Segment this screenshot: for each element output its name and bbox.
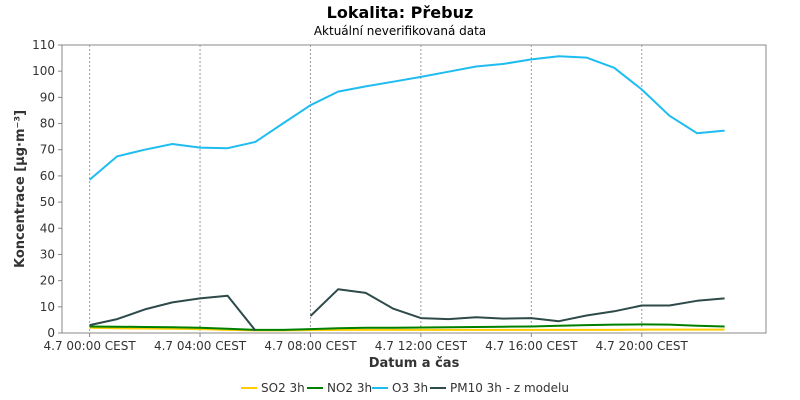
y-tick-label: 10 (40, 300, 55, 314)
x-tick-label: 4.7 00:00 CEST (44, 339, 137, 353)
series-line (309, 288, 725, 323)
series-line (89, 326, 725, 332)
chart-title: Lokalita: Přebuz (327, 3, 474, 22)
series-3 (89, 288, 725, 332)
legend-label: PM10 3h - z modelu (450, 381, 569, 395)
x-axis: 4.7 00:00 CEST 4.7 04:00 CEST 4.7 08:00 CE… (44, 333, 689, 353)
legend-item: PM10 3h - z modelu (430, 381, 569, 395)
plot-area (61, 44, 767, 334)
series-line (89, 323, 725, 331)
y-tick-label: 50 (40, 195, 55, 209)
y-axis-label: Koncentrace [µg·m⁻³] (13, 110, 28, 268)
legend-label: O3 3h (392, 381, 428, 395)
y-tick-label: 80 (40, 117, 55, 131)
legend-label: NO2 3h (327, 381, 372, 395)
y-tick-label: 30 (40, 247, 55, 261)
x-tick-label: 4.7 20:00 CEST (596, 339, 689, 353)
legend: SO2 3h NO2 3h O3 3h PM10 3h - z modelu (241, 381, 569, 395)
x-tick-label: 4.7 12:00 CEST (375, 339, 468, 353)
legend-label: SO2 3h (261, 381, 305, 395)
x-axis-label: Datum a čas (369, 356, 460, 371)
y-tick-label: 90 (40, 90, 55, 104)
y-tick-label: 60 (40, 169, 55, 183)
series-line (89, 294, 257, 332)
series-layer (88, 55, 725, 332)
chart-subtitle: Aktuální neverifikovaná data (314, 24, 486, 38)
y-tick-label: 40 (40, 221, 55, 235)
y-tick-label: 0 (47, 326, 55, 340)
grid (89, 45, 643, 333)
y-tick-label: 20 (40, 274, 55, 288)
series-line (88, 55, 725, 181)
y-tick-label: 70 (40, 143, 55, 157)
x-tick-label: 4.7 04:00 CEST (154, 339, 247, 353)
legend-item: O3 3h (372, 381, 428, 395)
series-2 (88, 55, 725, 181)
legend-item: SO2 3h (241, 381, 305, 395)
legend-item: NO2 3h (307, 381, 372, 395)
x-tick-label: 4.7 16:00 CEST (485, 339, 578, 353)
y-axis: 0 10 20 30 40 50 60 70 80 90 100 110 (32, 38, 62, 340)
series-0 (89, 326, 725, 332)
series-1 (89, 323, 725, 331)
y-tick-label: 110 (32, 38, 55, 52)
x-tick-label: 4.7 08:00 CEST (264, 339, 357, 353)
y-tick-label: 100 (32, 64, 55, 78)
